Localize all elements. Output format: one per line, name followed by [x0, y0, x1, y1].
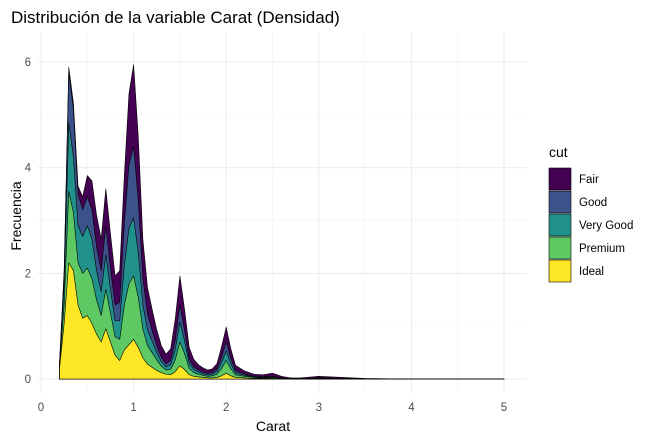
legend-title: cut	[549, 144, 568, 160]
legend-label-very-good: Very Good	[579, 220, 633, 232]
x-tick-label: 5	[501, 402, 507, 414]
legend-key-good	[548, 190, 572, 214]
legend-label-ideal: Ideal	[579, 266, 604, 278]
x-axis-title: Carat	[256, 418, 290, 434]
y-tick-label: 0	[25, 374, 31, 386]
y-tick-label: 6	[25, 57, 31, 69]
x-tick-label: 0	[38, 402, 44, 414]
axis-ticks: 0 1 2 3 4 5 0 2 4 6	[25, 57, 508, 414]
y-tick-label: 2	[25, 268, 31, 280]
legend-label-premium: Premium	[579, 243, 625, 255]
legend-key-ideal	[548, 259, 572, 283]
chart-title: Distribución de la variable Carat (Densi…	[11, 8, 340, 27]
x-tick-label: 3	[316, 402, 322, 414]
legend-key-fair	[548, 167, 572, 191]
legend-key-very-good	[548, 213, 572, 237]
legend-label-fair: Fair	[579, 174, 599, 186]
legend-key-premium	[548, 236, 572, 260]
x-tick-label: 1	[130, 402, 136, 414]
y-axis-title: Frecuencia	[8, 181, 24, 250]
x-tick-label: 4	[408, 402, 415, 414]
stacked-areas	[59, 64, 505, 380]
legend: cut Fair Good Very Good Premium Ideal	[548, 144, 633, 283]
legend-label-good: Good	[579, 197, 607, 209]
y-tick-label: 4	[25, 163, 32, 175]
area-ideal	[59, 262, 505, 380]
x-tick-label: 2	[223, 402, 229, 414]
